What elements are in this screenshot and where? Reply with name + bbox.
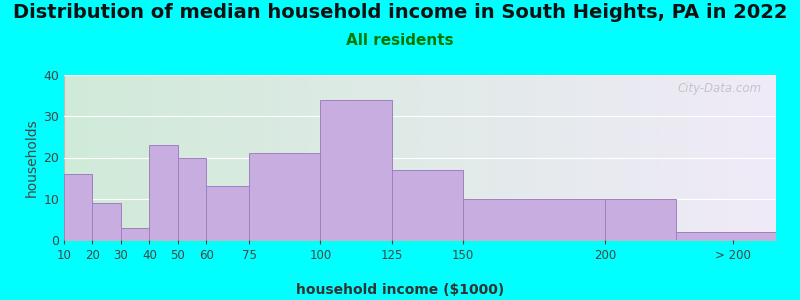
- Bar: [121, 228, 150, 240]
- Text: All residents: All residents: [346, 33, 454, 48]
- Y-axis label: households: households: [25, 118, 39, 197]
- Bar: [605, 199, 676, 240]
- Text: household income ($1000): household income ($1000): [296, 283, 504, 297]
- Bar: [64, 174, 93, 240]
- Bar: [320, 100, 391, 240]
- Bar: [93, 203, 121, 240]
- Text: City-Data.com: City-Data.com: [678, 82, 762, 94]
- Bar: [391, 170, 462, 240]
- Bar: [150, 145, 178, 240]
- Bar: [462, 199, 605, 240]
- Bar: [676, 232, 776, 240]
- Text: Distribution of median household income in South Heights, PA in 2022: Distribution of median household income …: [13, 3, 787, 22]
- Bar: [249, 153, 320, 240]
- Bar: [178, 158, 206, 240]
- Bar: [206, 186, 249, 240]
